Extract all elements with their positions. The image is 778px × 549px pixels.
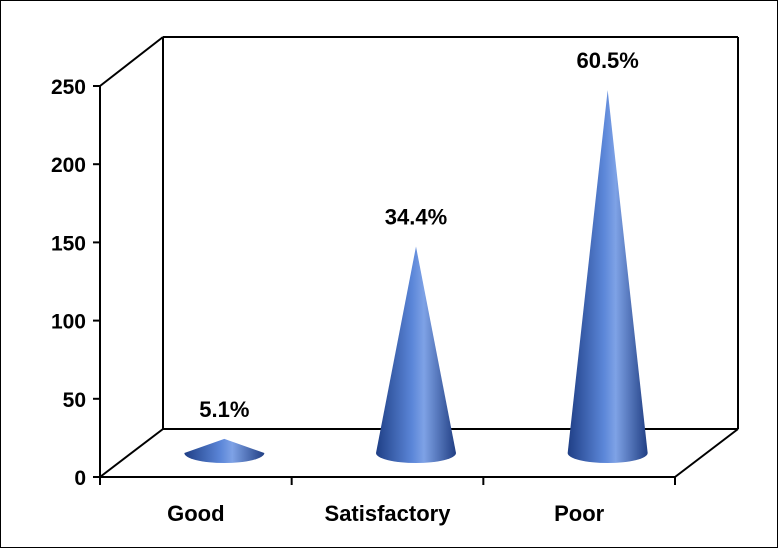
data-label: 60.5% — [576, 48, 638, 73]
cone-satisfactory — [376, 246, 456, 463]
floor-right-edge — [674, 428, 739, 478]
data-label: 34.4% — [385, 205, 447, 230]
x-category-label: Satisfactory — [325, 501, 452, 526]
data-label: 5.1% — [199, 397, 249, 422]
cone-poor — [567, 90, 648, 463]
x-axis-ticks: Good Satisfactory Poor — [99, 477, 676, 526]
x-category-label: Good — [167, 501, 224, 526]
cone-body — [567, 90, 648, 463]
data-labels: 5.1% 34.4% 60.5% — [199, 48, 639, 422]
y-tick-label: 50 — [63, 389, 86, 412]
y-tick-label: 250 — [51, 76, 86, 99]
y-tick-label: 200 — [51, 154, 86, 177]
cone-body — [376, 246, 456, 463]
floor-left-edge — [99, 428, 164, 478]
cone-good — [184, 438, 265, 463]
left-wall-top-edge — [99, 36, 164, 87]
cone-series — [184, 90, 648, 463]
y-axis-ticks: 0 50 100 150 200 250 — [51, 76, 100, 490]
y-tick-label: 150 — [51, 232, 86, 255]
y-tick-label: 100 — [51, 311, 86, 334]
y-tick-label: 0 — [74, 467, 86, 490]
x-category-label: Poor — [554, 501, 605, 526]
cone-body — [184, 438, 265, 463]
